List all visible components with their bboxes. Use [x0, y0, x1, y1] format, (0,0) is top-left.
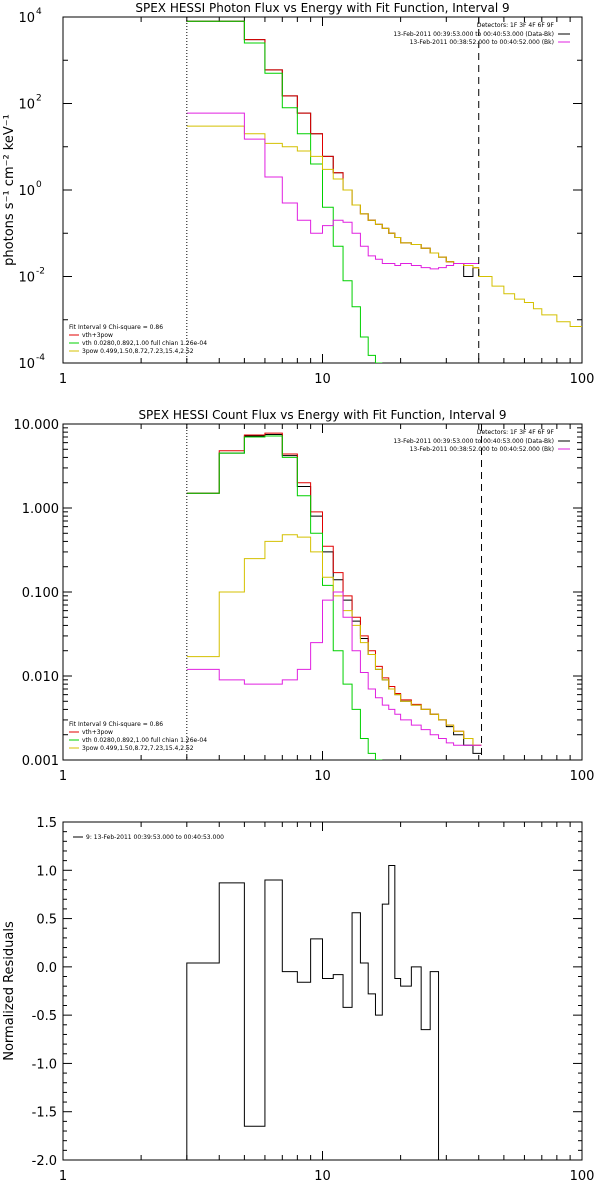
- y-tick-label: 1.0: [36, 864, 57, 879]
- y-tick-base: 10: [18, 11, 35, 26]
- series-3pow: [186, 125, 582, 327]
- y-tick-exp: 0: [36, 180, 42, 190]
- x-tick-label: 10: [314, 1169, 331, 1184]
- x-tick-label: 100: [570, 1169, 595, 1184]
- legend-entry-text: 3pow 0.499,1.50,8.72,7.23,15.4,2.52: [82, 348, 194, 355]
- y-tick-base: 10: [18, 184, 35, 199]
- plot-frame: [62, 821, 583, 1161]
- y-tick-base: 10: [18, 271, 35, 286]
- detectors-label: Detectors: 1F 3F 4F 6F 9F: [477, 22, 555, 29]
- y-tick-label: 0.010: [22, 670, 59, 685]
- legend-entry-text: vth 0.0280,0.892,1.00 full chian 1.26e-0…: [82, 340, 207, 347]
- y-tick-label: -1.5: [32, 1106, 57, 1121]
- legend-entry-text: 13-Feb-2011 00:39:53.000 to 00:40:53.000…: [393, 31, 554, 38]
- photon-flux-panel: SPEX HESSI Photon Flux vs Energy with Fi…: [2, 1, 594, 387]
- plot-area: [186, 864, 440, 1160]
- detectors-label: Detectors: 1F 3F 4F 6F 9F: [477, 429, 555, 436]
- y-tick-label: 0.0: [36, 961, 57, 976]
- chart-title: SPEX HESSI Photon Flux vs Energy with Fi…: [135, 1, 509, 15]
- y-tick-label: 10.000: [14, 418, 60, 433]
- residuals-panel: 1 10 100 1.5 1.0 0.5 0.0 -0.5 -1.0 -1.5 -2.0 Normal…: [2, 816, 594, 1184]
- x-tick-label: 10: [314, 372, 331, 387]
- x-tick-label: 10: [314, 769, 331, 784]
- x-tick-label: 100: [570, 372, 595, 387]
- series-bk: [186, 591, 482, 746]
- legend-entry-text: vth+3pow: [82, 729, 113, 736]
- series-vth: [186, 20, 383, 363]
- legend-entry-text: 13-Feb-2011 00:39:53.000 to 00:40:53.000…: [393, 438, 554, 445]
- y-tick-label: -0.5: [32, 1009, 57, 1024]
- y-tick-label: -2.0: [32, 1154, 57, 1169]
- series-9-13-feb-2011-00-39-53-000-to-00-40-53-000: [186, 864, 440, 1160]
- count-flux-panel: SPEX HESSI Count Flux vs Energy with Fit…: [14, 408, 595, 784]
- y-tick-label: 1.000: [22, 502, 59, 517]
- legend-entry-text: vth 0.0280,0.892,1.00 full chian 1.26e-0…: [82, 737, 207, 744]
- y-tick-base: 10: [18, 98, 35, 113]
- plot-area: [186, 20, 582, 363]
- y-tick-exp: -2: [36, 267, 45, 277]
- x-tick-label: 100: [570, 769, 595, 784]
- fit-interval-label: Fit Interval 9 Chi-square = 0.86: [69, 324, 163, 331]
- plot-frame: [62, 423, 583, 761]
- y-axis-label: photons s⁻¹ cm⁻² keV⁻¹: [2, 114, 17, 266]
- legend-entry-text: 9: 13-Feb-2011 00:39:53.000 to 00:40:53.…: [86, 834, 224, 841]
- y-axis-label: Normalized Residuals: [2, 921, 17, 1061]
- x-tick-label: 1: [59, 769, 67, 784]
- y-tick-exp: 2: [36, 94, 42, 104]
- x-tick-label: 1: [59, 1169, 67, 1184]
- legend-entry-text: 13-Feb-2011 00:38:52.000 to 00:40:52.000…: [410, 446, 554, 453]
- y-tick-label: 0.001: [22, 754, 59, 769]
- y-tick-exp: 4: [36, 7, 42, 17]
- y-tick-base: 10: [18, 357, 35, 372]
- series-data-bk: [186, 433, 482, 754]
- y-tick-label: 0.100: [22, 586, 59, 601]
- series-vth-3pow: [186, 432, 482, 746]
- legend-entry-text: vth+3pow: [82, 332, 113, 339]
- y-tick-exp: -4: [36, 353, 45, 363]
- fit-interval-label: Fit Interval 9 Chi-square = 0.86: [69, 721, 163, 728]
- x-tick-label: 1: [59, 372, 67, 387]
- plot-area: [186, 432, 482, 760]
- legend-entry-text: 3pow 0.499,1.50,8.72,7.23,15.4,2.52: [82, 745, 194, 752]
- y-tick-label: -1.0: [32, 1057, 57, 1072]
- y-tick-label: 0.5: [36, 913, 57, 928]
- series-vth: [186, 435, 383, 760]
- legend-entry-text: 13-Feb-2011 00:38:52.000 to 00:40:52.000…: [410, 39, 554, 46]
- series-bk: [186, 112, 479, 270]
- chart-title: SPEX HESSI Count Flux vs Energy with Fit…: [138, 408, 506, 422]
- y-tick-label: 1.5: [36, 816, 57, 831]
- series-3pow: [186, 534, 482, 746]
